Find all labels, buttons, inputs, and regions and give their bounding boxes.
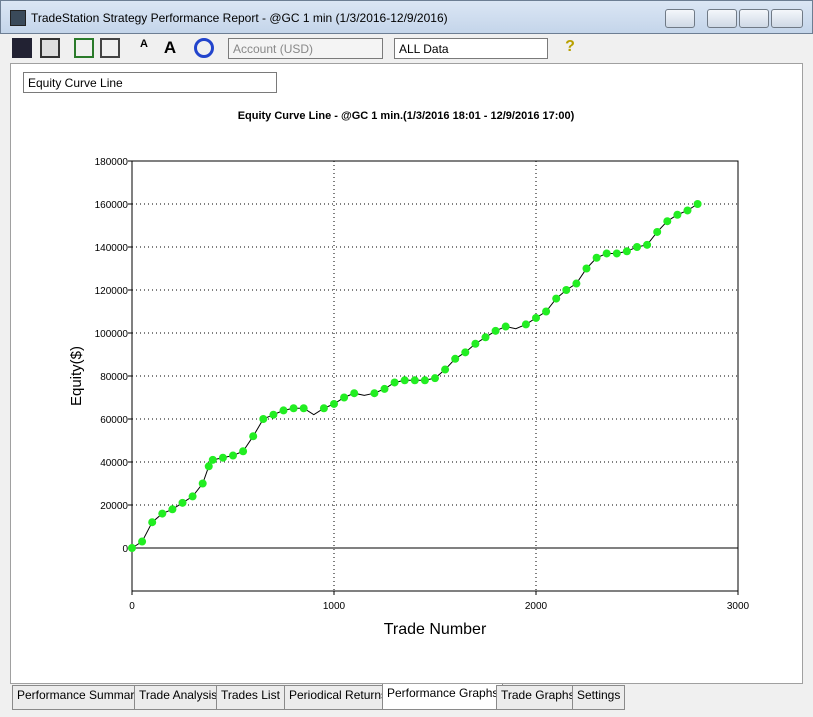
tab[interactable]: Trade Analysis: [134, 685, 223, 710]
minimize-button[interactable]: [707, 9, 737, 28]
maximize-button[interactable]: [739, 9, 769, 28]
restore-button[interactable]: [665, 9, 695, 28]
font-smaller-button[interactable]: A: [140, 38, 148, 50]
title-bar: TradeStation Strategy Performance Report…: [0, 0, 813, 34]
tab[interactable]: Performance Graphs: [382, 684, 504, 710]
toolbar: A A Account (USD) ALL Data ?: [8, 35, 805, 61]
save-button[interactable]: [12, 38, 32, 58]
tab[interactable]: Trades List: [216, 685, 285, 710]
help-button[interactable]: ?: [565, 38, 575, 55]
graph-select[interactable]: Equity Curve Line: [23, 72, 277, 93]
refresh-button[interactable]: [74, 38, 94, 58]
font-larger-button[interactable]: A: [163, 38, 177, 57]
tab-strip: Performance Summary Trade Analysis Trades …: [12, 684, 802, 710]
tab[interactable]: Trade Graphs: [496, 685, 580, 710]
tab[interactable]: Performance Summary: [12, 685, 146, 710]
content-panel: Equity Curve Line: [10, 63, 803, 684]
properties-button[interactable]: [100, 38, 120, 58]
print-button[interactable]: [40, 38, 60, 58]
app-icon: [10, 10, 26, 26]
tab[interactable]: Settings: [572, 685, 626, 710]
tab[interactable]: Periodical Returns: [284, 685, 393, 710]
data-range-select[interactable]: ALL Data: [394, 38, 548, 59]
close-button[interactable]: [771, 9, 803, 28]
account-select[interactable]: Account (USD): [228, 38, 383, 59]
window-title: TradeStation Strategy Performance Report…: [31, 11, 448, 25]
target-button[interactable]: [194, 38, 214, 58]
